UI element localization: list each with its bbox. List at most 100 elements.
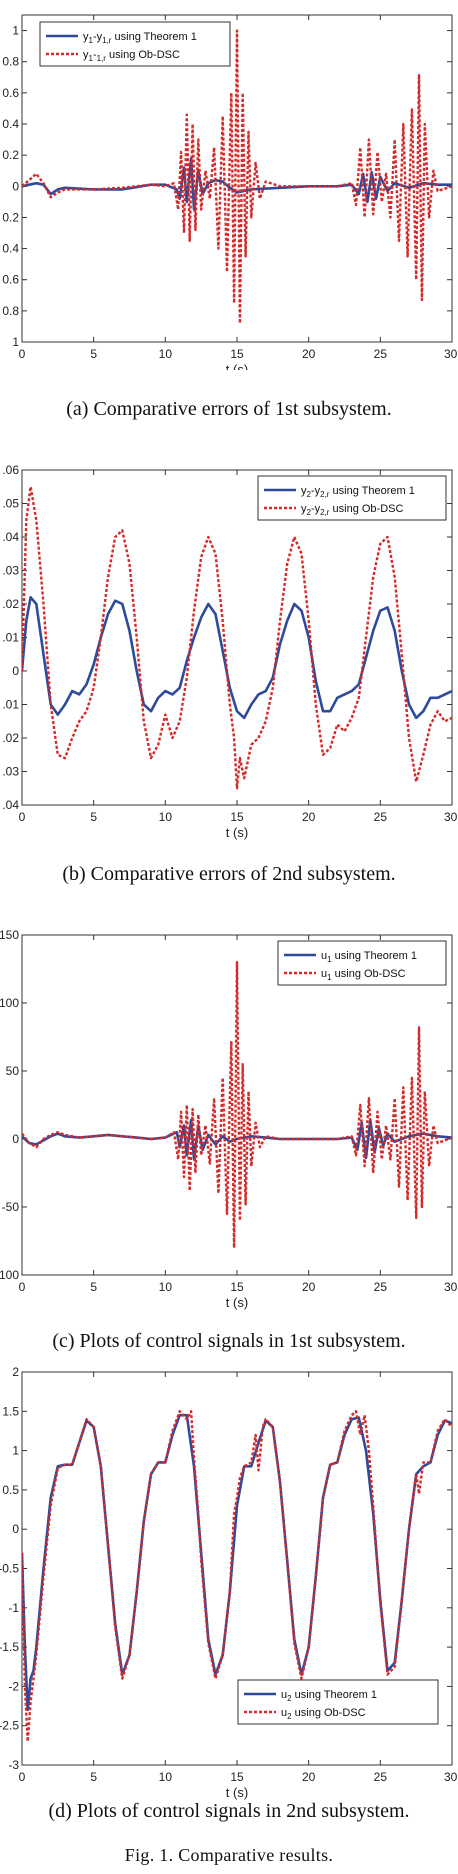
y-tick-label: -0.5 bbox=[0, 1562, 19, 1576]
chart-b: .06.05.04.03.02.01 0.01.02.03.04 0 5 10 15 20 2… bbox=[0, 460, 458, 855]
y-tick-label: 0.4 bbox=[2, 117, 19, 131]
y-tick-label: 0.8 bbox=[2, 55, 19, 69]
x-tick-label: 20 bbox=[302, 810, 316, 824]
x-tick-label: 10 bbox=[159, 1280, 173, 1294]
chart-b-svg: .06.05.04.03.02.010.01.02.03.040 5 10 15 20 2… bbox=[2, 463, 458, 840]
y-tick-label: 0.4 bbox=[2, 242, 19, 256]
y-tick-label: 1 bbox=[12, 24, 19, 38]
legend-entry: y1-1,r using Ob-DSC bbox=[83, 49, 180, 63]
y-tick-label: .04 bbox=[2, 530, 19, 544]
y-tick-label: 0.2 bbox=[2, 210, 19, 224]
chart-a: 1 0.8 0.6 0.4 0.2 0 0.2 0.4 0.6 0.8 1 0 5 10 15 20 25 30 t… bbox=[0, 0, 458, 370]
y-tick-label: .03 bbox=[2, 765, 19, 779]
figure-caption: Fig. 1. Comparative results. bbox=[124, 1845, 334, 1865]
series-line-theorem1 bbox=[22, 1118, 452, 1161]
y-tick-label: 100 bbox=[0, 1268, 19, 1282]
x-tick-label: 10 bbox=[159, 347, 173, 361]
x-tick-label: 15 bbox=[230, 1280, 244, 1294]
x-axis-label: t (s) bbox=[226, 1295, 248, 1310]
y-tick-label: 50 bbox=[6, 1064, 20, 1078]
y-tick-label: -50 bbox=[2, 1200, 20, 1214]
y-tick-label: -1 bbox=[8, 1601, 19, 1615]
legend: u2 using Theorem 1 u2 using Ob-DSC bbox=[237, 1679, 439, 1725]
y-tick-label: 100 bbox=[0, 996, 19, 1010]
x-tick-label: 10 bbox=[159, 810, 173, 824]
y-tick-label: 0.8 bbox=[2, 304, 19, 318]
y-tick-label: .01 bbox=[2, 631, 19, 645]
x-tick-label: 0 bbox=[19, 1280, 26, 1294]
x-tick-label: 15 bbox=[230, 810, 244, 824]
chart-d: 2 1.5 1 0.5 0 -0.5 -1 -1.5 -2 -2.5 -3 0 5 10 15 20 25 30 t… bbox=[0, 1360, 458, 1800]
series-line-theorem1 bbox=[22, 596, 452, 720]
x-tick-label: 10 bbox=[159, 1770, 173, 1784]
legend-entry: y2-y2,r using Ob-DSC bbox=[301, 503, 403, 517]
y-tick-label: 1 bbox=[12, 1444, 19, 1458]
caption-a: (a) Comparative errors of 1st subsystem. bbox=[66, 398, 392, 420]
x-axis-label: t (s) bbox=[226, 1785, 248, 1800]
x-tick-label: 15 bbox=[230, 347, 244, 361]
x-tick-label: 5 bbox=[90, 1770, 97, 1784]
series-line-obdsc bbox=[22, 961, 452, 1249]
y-tick-label: 2 bbox=[12, 1365, 19, 1379]
legend-entry: u2 using Ob-DSC bbox=[281, 1707, 366, 1721]
y-tick-label: .01 bbox=[2, 698, 19, 712]
y-tick-label: 0.2 bbox=[2, 148, 19, 162]
legend: y2-y2,r using Theorem 1 y2-y2,r using Ob-… bbox=[257, 475, 447, 521]
x-tick-label: 25 bbox=[374, 347, 388, 361]
x-tick-label: 25 bbox=[374, 1770, 388, 1784]
y-tick-label: .02 bbox=[2, 597, 19, 611]
x-tick-label: 20 bbox=[302, 1280, 316, 1294]
x-tick-label: 0 bbox=[19, 810, 26, 824]
x-tick-label: 5 bbox=[90, 347, 97, 361]
chart-c: 150 100 50 0 -50 100 0 5 10 15 20 25 30 t (s) u1 using… bbox=[0, 925, 458, 1320]
caption-c: (c) Plots of control signals in 1st subs… bbox=[52, 1330, 406, 1352]
y-tick-label: 0 bbox=[12, 1522, 19, 1536]
y-tick-label: .06 bbox=[2, 463, 19, 477]
series-line-obdsc bbox=[22, 29, 452, 325]
x-tick-label: 5 bbox=[90, 1280, 97, 1294]
x-tick-label: 30 bbox=[444, 347, 458, 361]
legend-entry: y2-y2,r using Theorem 1 bbox=[301, 485, 415, 499]
legend: u1 using Theorem 1 u1 using Ob-DSC bbox=[277, 940, 447, 986]
x-tick-label: 30 bbox=[444, 1770, 458, 1784]
y-tick-label: -2.5 bbox=[0, 1719, 19, 1733]
x-tick-label: 20 bbox=[302, 1770, 316, 1784]
x-tick-label: 0 bbox=[19, 1770, 26, 1784]
y-tick-label: 1.5 bbox=[2, 1404, 19, 1418]
y-tick-label: 0 bbox=[12, 1132, 19, 1146]
x-tick-label: 0 bbox=[19, 347, 26, 361]
y-tick-label: 0 bbox=[12, 664, 19, 678]
x-axis-label: t (s) bbox=[226, 362, 248, 370]
x-tick-label: 20 bbox=[302, 347, 316, 361]
y-tick-label: -2 bbox=[8, 1679, 19, 1693]
x-tick-label: 25 bbox=[374, 810, 388, 824]
legend-entry: u2 using Theorem 1 bbox=[281, 1689, 377, 1703]
x-tick-label: 30 bbox=[444, 1280, 458, 1294]
legend-entry: y1-y1,r using Theorem 1 bbox=[83, 31, 197, 45]
x-axis-label: t (s) bbox=[226, 825, 248, 840]
legend: y1-y1,r using Theorem 1 y1-1,r using Ob-D… bbox=[39, 21, 231, 67]
y-tick-label: -1.5 bbox=[0, 1640, 19, 1654]
y-tick-label: 0.5 bbox=[2, 1483, 19, 1497]
y-tick-label: -3 bbox=[8, 1758, 19, 1772]
chart-a-svg: 10.80.60.40.200.20.40.60.810 5 10 15 20 25 30t… bbox=[2, 14, 458, 370]
caption-d: (d) Plots of control signals in 2nd subs… bbox=[48, 1800, 410, 1822]
x-tick-label: 15 bbox=[230, 1770, 244, 1784]
legend-entry: u1 using Theorem 1 bbox=[321, 950, 417, 964]
x-tick-label: 30 bbox=[444, 810, 458, 824]
series-line-obdsc bbox=[22, 485, 452, 790]
x-tick-label: 25 bbox=[374, 1280, 388, 1294]
y-tick-label: 150 bbox=[0, 928, 19, 942]
y-tick-label: .04 bbox=[2, 798, 19, 812]
series-line-obdsc bbox=[22, 1410, 452, 1743]
y-tick-label: 0 bbox=[12, 179, 19, 193]
y-tick-label: .03 bbox=[2, 564, 19, 578]
y-tick-label: 1 bbox=[12, 335, 19, 349]
y-tick-label: 0.6 bbox=[2, 86, 19, 100]
y-tick-label: .02 bbox=[2, 731, 19, 745]
y-tick-label: .05 bbox=[2, 497, 19, 511]
legend-entry: u1 using Ob-DSC bbox=[321, 968, 406, 982]
x-tick-label: 5 bbox=[90, 810, 97, 824]
chart-d-svg: 21.510.50-0.5-1-1.5-2-2.5-30 5 10 15 20 25 30t… bbox=[0, 1365, 458, 1800]
